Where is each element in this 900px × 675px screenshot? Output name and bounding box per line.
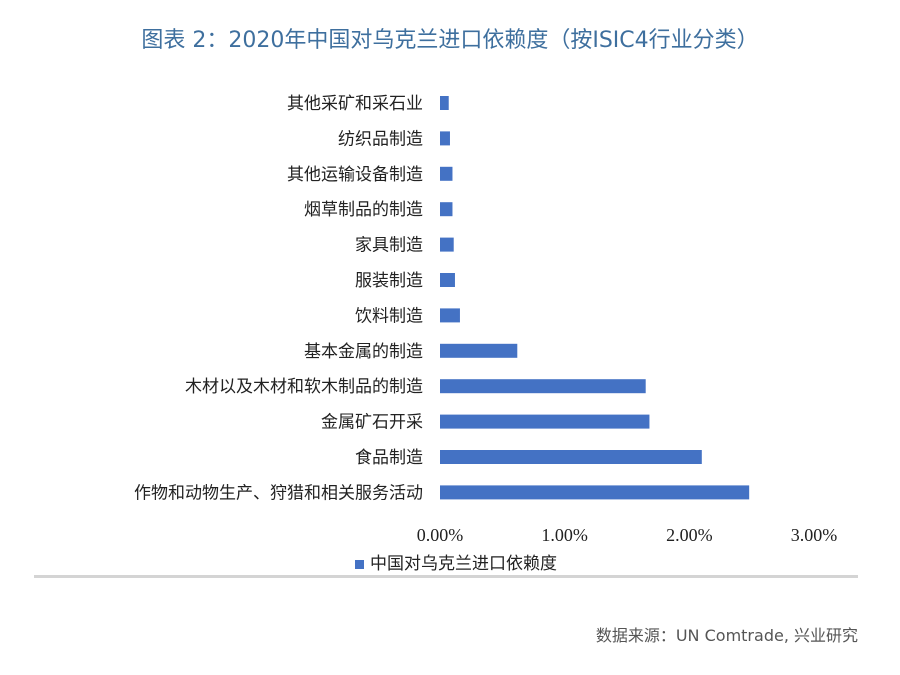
x-tick-label: 2.00% [666, 525, 713, 545]
category-label: 基本金属的制造 [304, 342, 423, 362]
bar [440, 343, 518, 358]
category-label: 纺织品制造 [338, 129, 423, 149]
bar [440, 379, 646, 394]
bar [440, 485, 750, 500]
bar [440, 450, 702, 464]
x-tick-label: 1.00% [541, 525, 588, 545]
x-tick-label: 3.00% [791, 525, 838, 545]
source-note: 数据来源：UN Comtrade, 兴业研究 [595, 626, 858, 645]
category-label: 家具制造 [355, 236, 423, 256]
legend: 中国对乌克兰进口依赖度 [355, 554, 557, 574]
bar [440, 166, 453, 181]
bar [440, 202, 453, 217]
divider [34, 575, 858, 578]
bar [440, 414, 650, 429]
category-label: 木材以及木材和软木制品的制造 [185, 377, 423, 397]
category-label: 服装制造 [355, 271, 423, 291]
category-label: 作物和动物生产、狩猎和相关服务活动 [134, 483, 423, 503]
legend-label: 中国对乌克兰进口依赖度 [370, 554, 557, 574]
legend-swatch [355, 560, 364, 569]
bar [440, 237, 454, 252]
bars [440, 96, 750, 500]
category-label: 饮料制造 [355, 306, 423, 326]
bar [440, 131, 450, 146]
x-tick-labels: 0.00% 1.00% 2.00% 3.00% [417, 525, 838, 545]
category-label: 烟草制品的制造 [304, 200, 423, 220]
x-tick-label: 0.00% [417, 525, 464, 545]
category-label: 其他运输设备制造 [287, 165, 423, 185]
bar [440, 308, 460, 323]
category-label: 金属矿石开采 [321, 413, 423, 433]
category-label: 食品制造 [355, 448, 423, 468]
category-labels: 其他采矿和采石业纺织品制造其他运输设备制造烟草制品的制造家具制造服装制造饮料制造… [134, 94, 423, 503]
category-label: 其他采矿和采石业 [287, 94, 423, 114]
bar-chart: 其他采矿和采石业纺织品制造其他运输设备制造烟草制品的制造家具制造服装制造饮料制造… [134, 94, 838, 574]
bar [440, 96, 449, 110]
bar [440, 273, 455, 287]
chart-title: 图表 2：2020年中国对乌克兰进口依赖度（按ISIC4行业分类） [141, 28, 759, 53]
